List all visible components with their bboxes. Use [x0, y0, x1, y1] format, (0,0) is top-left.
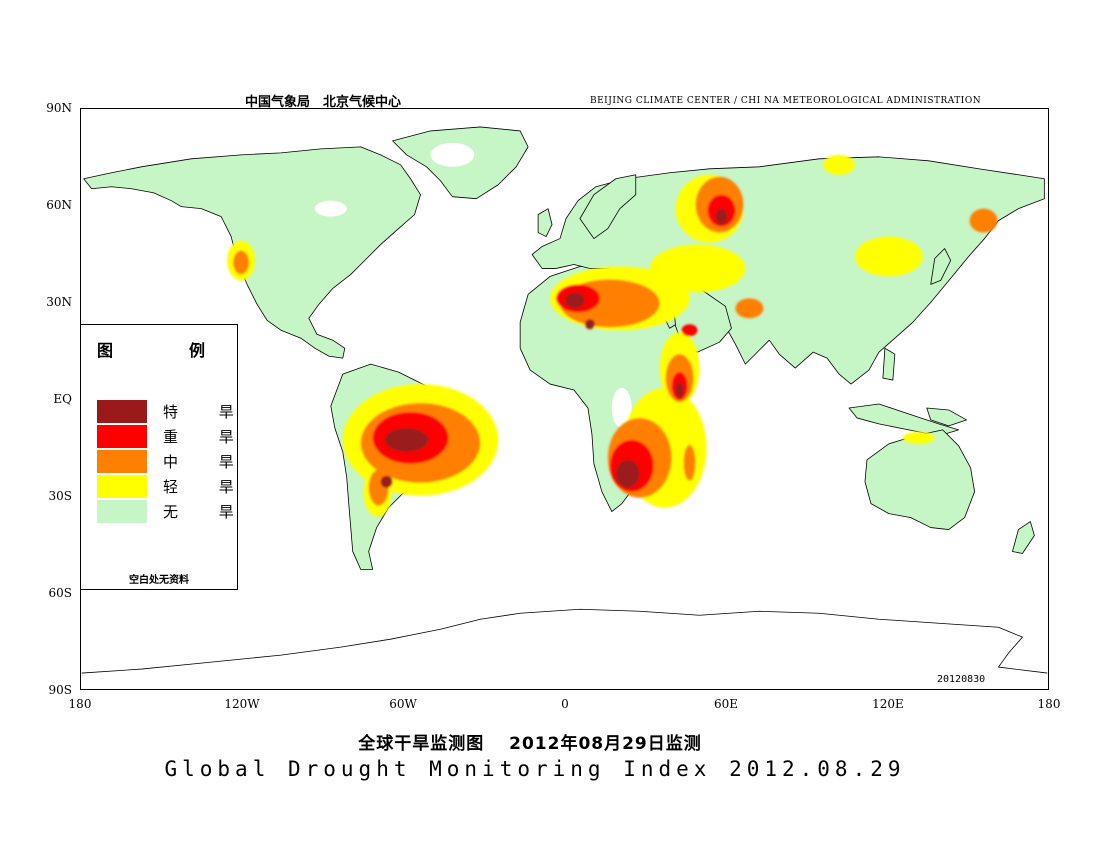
- legend-swatch-extreme: [97, 400, 147, 423]
- lon-label-180w: 180: [68, 697, 92, 711]
- date-stamp: 20120830: [937, 674, 986, 685]
- land-scandinavia: [579, 174, 637, 239]
- legend-label-moderate: 中 旱: [163, 453, 252, 471]
- land-japan: [930, 248, 952, 285]
- land-philippines: [882, 347, 896, 381]
- lat-label-90s: 90S: [48, 683, 73, 697]
- agency-name-chinese: 中国气象局 北京气候中心: [245, 95, 402, 110]
- land-new-guinea: [926, 407, 968, 427]
- agency-name-english: BEIJING CLIMATE CENTER / CHI NA METEOROL…: [590, 96, 982, 106]
- lon-label-120w: 120W: [224, 697, 260, 711]
- world-drought-map: 20120830: [80, 108, 1049, 690]
- lat-label-60n: 60N: [46, 198, 72, 212]
- legend-swatch-moderate: [97, 450, 147, 473]
- legend-label-none: 无 旱: [163, 503, 252, 521]
- legend-label-severe: 重 旱: [163, 428, 252, 446]
- lon-label-120e: 120E: [872, 697, 904, 711]
- land-indonesia: [848, 403, 960, 437]
- legend-no-data-note: 空白处无资料: [129, 575, 189, 586]
- lon-label-180e: 180: [1037, 697, 1061, 711]
- land-british-isles: [537, 208, 553, 237]
- lat-label-90n: 90N: [46, 101, 72, 115]
- title-chinese: 全球干旱监测图 2012年08月29日监测: [358, 734, 702, 754]
- lat-label-60s: 60S: [48, 586, 73, 600]
- lat-label-30n: 30N: [46, 295, 72, 309]
- legend-title: 图 例: [96, 341, 235, 360]
- legend-swatch-light: [97, 475, 147, 498]
- lon-label-0: 0: [561, 697, 569, 711]
- map-canvas: [81, 126, 1048, 674]
- drought-patches: [227, 154, 998, 517]
- land-australia: [864, 429, 975, 530]
- lat-label-30s: 30S: [48, 489, 73, 503]
- no-data-regions: [314, 142, 632, 428]
- title-english: Global Drought Monitoring Index 2012.08.…: [164, 757, 906, 781]
- lon-label-60e: 60E: [713, 697, 739, 711]
- land-new-zealand: [1012, 521, 1035, 554]
- legend-swatch-none: [97, 500, 147, 523]
- legend-label-extreme: 特 旱: [163, 403, 252, 421]
- lat-label-eq: EQ: [53, 392, 72, 406]
- lon-label-60w: 60W: [389, 697, 417, 711]
- legend-label-light: 轻 旱: [163, 478, 252, 496]
- land-antarctica: [81, 608, 1048, 674]
- legend-box: 图 例 特 旱 重 旱 中 旱 轻 旱 无 旱 空白处无资料: [80, 324, 238, 590]
- legend-swatch-severe: [97, 425, 147, 448]
